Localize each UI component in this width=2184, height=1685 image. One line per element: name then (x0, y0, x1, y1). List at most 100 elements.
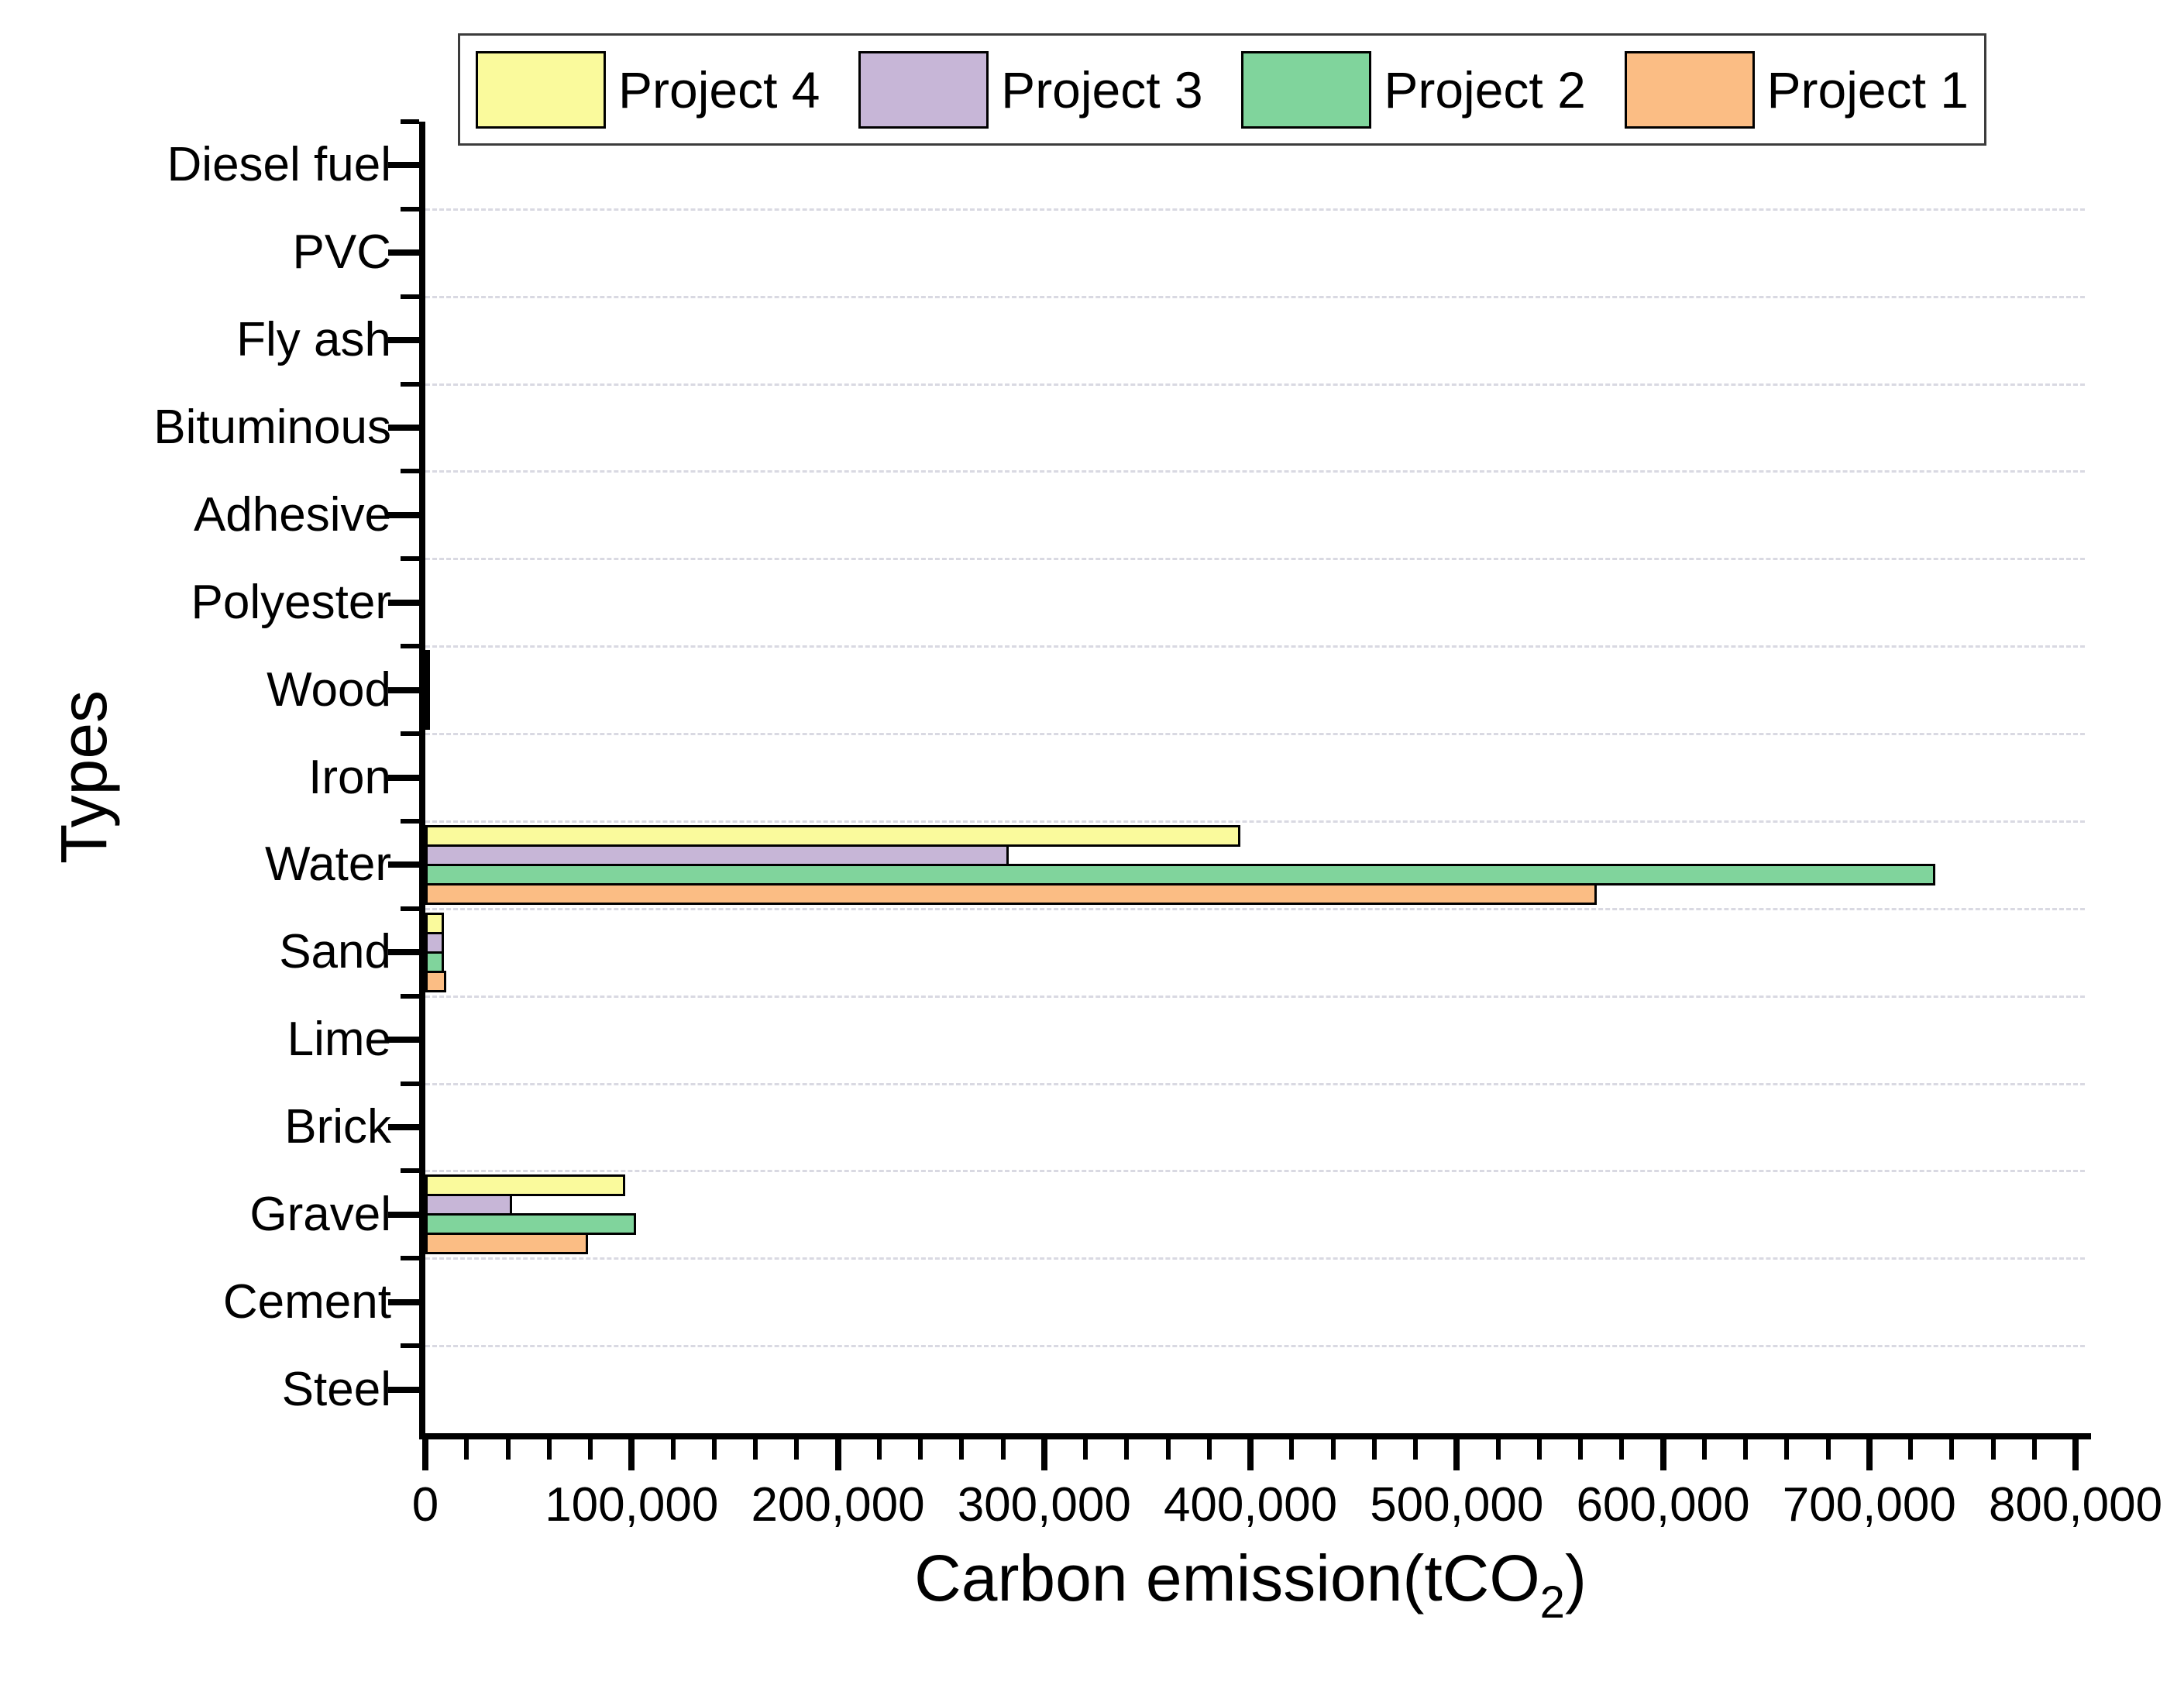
x-minor-tick (753, 1439, 758, 1460)
legend: Project 4 Project 3 Project 2 Project 1 (458, 33, 1986, 146)
y-minor-tick (401, 818, 419, 824)
x-major-tick (834, 1439, 841, 1470)
y-category-label: Lime (287, 1013, 391, 1067)
y-minor-tick (401, 906, 419, 911)
y-major-tick (388, 1386, 419, 1393)
y-category-label: PVC (292, 225, 391, 280)
y-major-tick (388, 1211, 419, 1218)
x-axis-title: Carbon emission(tCO2) (914, 1546, 1587, 1635)
y-minor-tick (401, 1343, 419, 1349)
gridline (425, 820, 2085, 823)
x-minor-tick (1000, 1439, 1006, 1460)
x-tick-label: 100,000 (545, 1478, 719, 1532)
y-minor-tick (401, 206, 419, 211)
x-tick-label: 300,000 (957, 1478, 1131, 1532)
y-category-label: Polyester (191, 575, 391, 629)
x-major-tick (628, 1439, 635, 1470)
gridline (425, 295, 2085, 298)
y-major-tick (388, 162, 419, 169)
x-minor-tick (876, 1439, 882, 1460)
legend-label: Project 3 (1001, 60, 1203, 119)
x-minor-tick (1578, 1439, 1583, 1460)
y-major-tick (388, 1123, 419, 1130)
y-category-label: Diesel fuel (167, 138, 391, 192)
x-tick-label: 200,000 (751, 1478, 925, 1532)
bar-project-3-water (425, 844, 1009, 866)
y-major-tick (388, 249, 419, 256)
x-tick-label: 0 (411, 1478, 439, 1532)
gridline (425, 208, 2085, 211)
y-category-label: Brick (284, 1099, 391, 1154)
y-minor-tick (401, 469, 419, 474)
x-major-tick (1659, 1439, 1666, 1470)
y-category-label: Cement (222, 1274, 391, 1329)
legend-item-project-2: Project 2 (1241, 50, 1586, 129)
x-minor-tick (1371, 1439, 1377, 1460)
x-minor-tick (2031, 1439, 2037, 1460)
x-tick-label: 800,000 (1988, 1478, 2163, 1532)
bar-project-3-gravel (425, 1194, 512, 1216)
x-axis-title-text: Carbon emission(tCO (914, 1542, 1540, 1615)
bar-project-1-water (425, 882, 1598, 905)
x-major-tick (1866, 1439, 1873, 1470)
y-minor-tick (401, 556, 419, 562)
y-minor-tick (401, 1168, 419, 1174)
gridline (425, 645, 2085, 648)
y-category-label: Bituminous (153, 401, 391, 455)
bar-project-3-sand (425, 931, 444, 954)
bar-project-1-wood (425, 708, 430, 731)
legend-swatch (858, 50, 989, 129)
x-major-tick (2072, 1439, 2079, 1470)
legend-item-project-3: Project 3 (858, 50, 1203, 129)
x-minor-tick (1619, 1439, 1625, 1460)
x-minor-tick (1743, 1439, 1748, 1460)
x-minor-tick (711, 1439, 717, 1460)
y-category-label: Wood (267, 662, 391, 717)
bar-project-4-sand (425, 912, 444, 934)
legend-item-project-4: Project 4 (476, 50, 820, 129)
bar-project-2-gravel (425, 1213, 636, 1236)
bar-project-4-water (425, 824, 1240, 847)
legend-swatch (476, 50, 606, 129)
x-minor-tick (1330, 1439, 1336, 1460)
bar-project-1-sand (425, 970, 446, 992)
y-minor-tick (401, 1256, 419, 1261)
y-category-label: Gravel (249, 1187, 391, 1241)
legend-swatch (1624, 50, 1755, 129)
y-major-tick (388, 1037, 419, 1044)
y-axis-line (419, 122, 425, 1439)
x-axis-title-subscript: 2 (1539, 1577, 1565, 1628)
y-axis-title: Types (47, 689, 120, 865)
x-axis-line (419, 1433, 2091, 1439)
y-minor-tick (401, 294, 419, 299)
x-minor-tick (1536, 1439, 1542, 1460)
legend-item-project-1: Project 1 (1624, 50, 1969, 129)
y-category-label: Fly ash (236, 313, 391, 367)
x-axis-title-suffix: ) (1564, 1542, 1587, 1615)
bar-project-2-wood (425, 689, 430, 711)
x-minor-tick (1289, 1439, 1295, 1460)
bar-project-1-gravel (425, 1233, 589, 1255)
x-major-tick (1247, 1439, 1254, 1470)
y-category-label: Steel (281, 1362, 391, 1416)
x-minor-tick (794, 1439, 800, 1460)
y-minor-tick (401, 1081, 419, 1086)
y-major-tick (388, 599, 419, 606)
y-category-label: Sand (279, 925, 391, 979)
x-minor-tick (546, 1439, 552, 1460)
x-major-tick (422, 1439, 428, 1470)
x-minor-tick (1083, 1439, 1088, 1460)
legend-swatch (1241, 50, 1372, 129)
x-major-tick (1453, 1439, 1460, 1470)
x-minor-tick (670, 1439, 676, 1460)
x-tick-label: 600,000 (1576, 1478, 1750, 1532)
gridline (425, 733, 2085, 736)
y-minor-tick (401, 381, 419, 387)
x-tick-label: 700,000 (1782, 1478, 1956, 1532)
y-minor-tick (401, 731, 419, 737)
gridline (425, 1082, 2085, 1085)
bar-project-2-water (425, 863, 1935, 885)
legend-label: Project 4 (618, 60, 820, 119)
y-major-tick (388, 1298, 419, 1305)
